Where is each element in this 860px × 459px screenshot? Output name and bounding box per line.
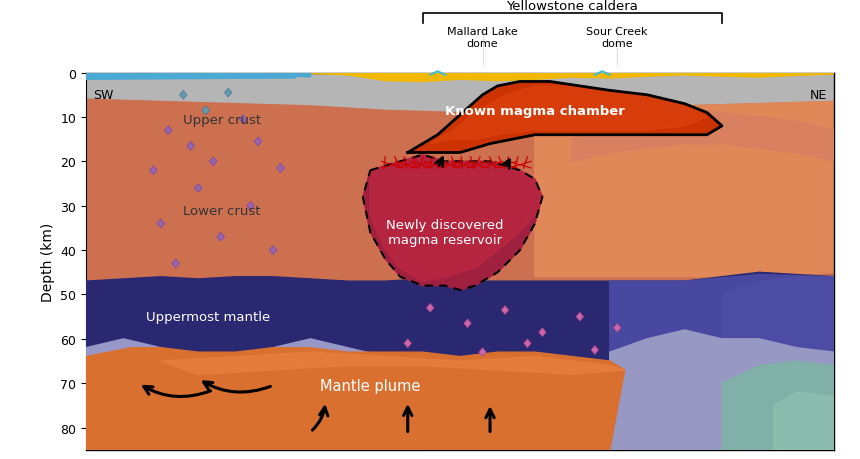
Polygon shape bbox=[371, 155, 543, 281]
Polygon shape bbox=[187, 142, 194, 151]
Polygon shape bbox=[86, 383, 385, 450]
Polygon shape bbox=[427, 304, 434, 313]
Polygon shape bbox=[430, 87, 707, 144]
Y-axis label: Depth (km): Depth (km) bbox=[40, 222, 55, 301]
Polygon shape bbox=[202, 106, 210, 116]
Text: Mantle plume: Mantle plume bbox=[320, 378, 421, 393]
Polygon shape bbox=[86, 348, 624, 450]
Polygon shape bbox=[194, 184, 202, 193]
Polygon shape bbox=[774, 392, 834, 450]
Text: NE: NE bbox=[809, 89, 826, 101]
Polygon shape bbox=[161, 353, 624, 375]
Polygon shape bbox=[610, 275, 834, 450]
Polygon shape bbox=[86, 273, 834, 450]
Polygon shape bbox=[404, 339, 411, 348]
Polygon shape bbox=[86, 339, 422, 450]
Polygon shape bbox=[86, 100, 834, 281]
Text: SW: SW bbox=[94, 89, 114, 101]
Text: Yellowstone caldera: Yellowstone caldera bbox=[507, 0, 638, 13]
Polygon shape bbox=[172, 259, 180, 268]
Polygon shape bbox=[217, 233, 224, 242]
Polygon shape bbox=[722, 361, 834, 450]
Polygon shape bbox=[210, 157, 217, 167]
Polygon shape bbox=[86, 73, 310, 78]
Polygon shape bbox=[164, 127, 172, 135]
Text: Lower crust: Lower crust bbox=[183, 204, 261, 217]
Polygon shape bbox=[576, 313, 584, 321]
Polygon shape bbox=[86, 73, 834, 118]
Polygon shape bbox=[538, 328, 546, 337]
Polygon shape bbox=[150, 167, 157, 175]
Polygon shape bbox=[239, 116, 247, 124]
Text: Upper crust: Upper crust bbox=[183, 113, 261, 126]
Polygon shape bbox=[363, 155, 543, 291]
Text: Newly discovered
magma reservoir: Newly discovered magma reservoir bbox=[386, 219, 504, 247]
Polygon shape bbox=[501, 306, 509, 315]
Polygon shape bbox=[180, 91, 187, 100]
Polygon shape bbox=[572, 109, 834, 162]
Polygon shape bbox=[255, 138, 261, 146]
Polygon shape bbox=[157, 219, 164, 229]
Polygon shape bbox=[535, 102, 834, 277]
Polygon shape bbox=[86, 73, 834, 82]
Polygon shape bbox=[722, 277, 834, 450]
Polygon shape bbox=[591, 346, 599, 355]
Text: Known magma chamber: Known magma chamber bbox=[445, 105, 625, 118]
Text: Uppermost mantle: Uppermost mantle bbox=[146, 310, 270, 324]
Polygon shape bbox=[524, 339, 531, 348]
Polygon shape bbox=[224, 89, 232, 98]
Polygon shape bbox=[277, 164, 285, 173]
Polygon shape bbox=[408, 82, 722, 153]
Polygon shape bbox=[613, 324, 621, 332]
Text: Mallard Lake
dome: Mallard Lake dome bbox=[447, 27, 518, 49]
Polygon shape bbox=[269, 246, 277, 255]
Polygon shape bbox=[86, 73, 296, 80]
Text: Sour Creek
dome: Sour Creek dome bbox=[587, 27, 648, 49]
Polygon shape bbox=[464, 319, 471, 328]
Polygon shape bbox=[247, 202, 255, 211]
Polygon shape bbox=[610, 330, 834, 450]
Polygon shape bbox=[479, 348, 486, 357]
